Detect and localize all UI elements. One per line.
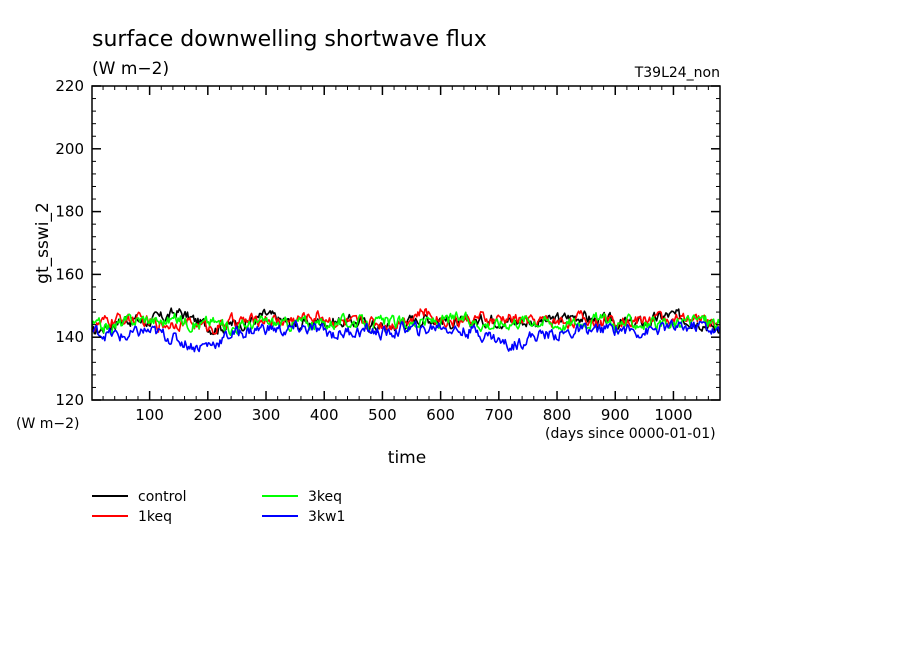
x-units-label: (days since 0000-01-01) xyxy=(545,426,716,442)
y-tick-label: 120 xyxy=(55,391,84,409)
x-axis-label: time xyxy=(388,448,426,468)
y-axis-label: gt_sswi_2 xyxy=(33,202,53,284)
x-tick-label: 300 xyxy=(252,406,281,424)
x-tick-label: 800 xyxy=(543,406,572,424)
x-tick-label: 200 xyxy=(194,406,223,424)
legend-label-3kw1: 3kw1 xyxy=(308,509,345,525)
y-units-label: (W m−2) xyxy=(16,416,80,432)
x-tick-label: 900 xyxy=(601,406,630,424)
y-tick-label: 220 xyxy=(55,77,84,95)
legend-label-control: control xyxy=(138,489,187,505)
y-tick-label: 140 xyxy=(55,328,84,346)
x-tick-label: 100 xyxy=(135,406,164,424)
x-tick-label: 400 xyxy=(310,406,339,424)
x-tick-label: 600 xyxy=(426,406,455,424)
series-layer xyxy=(91,307,721,353)
series-line-3kw1 xyxy=(91,319,721,353)
y-tick-label: 180 xyxy=(55,203,84,221)
legend: control 1keq 3keq 3kw1 xyxy=(92,489,345,525)
chart-title: surface downwelling shortwave flux xyxy=(92,27,487,52)
run-label: T39L24_non xyxy=(634,65,720,81)
y-tick-label: 200 xyxy=(55,140,84,158)
y-tick-label: 160 xyxy=(55,265,84,283)
x-tick-label: 500 xyxy=(368,406,397,424)
legend-label-3keq: 3keq xyxy=(308,489,342,505)
ticks-layer: 100 200 300 400 500 600 700 800 900 1000 120 140 160… xyxy=(55,77,720,424)
plot-frame xyxy=(91,85,721,401)
legend-label-1keq: 1keq xyxy=(138,509,172,525)
x-tick-label: 1000 xyxy=(654,406,692,424)
x-tick-label: 700 xyxy=(485,406,514,424)
series-line-1keq xyxy=(91,307,720,335)
chart-subtitle: (W m−2) xyxy=(92,59,169,79)
